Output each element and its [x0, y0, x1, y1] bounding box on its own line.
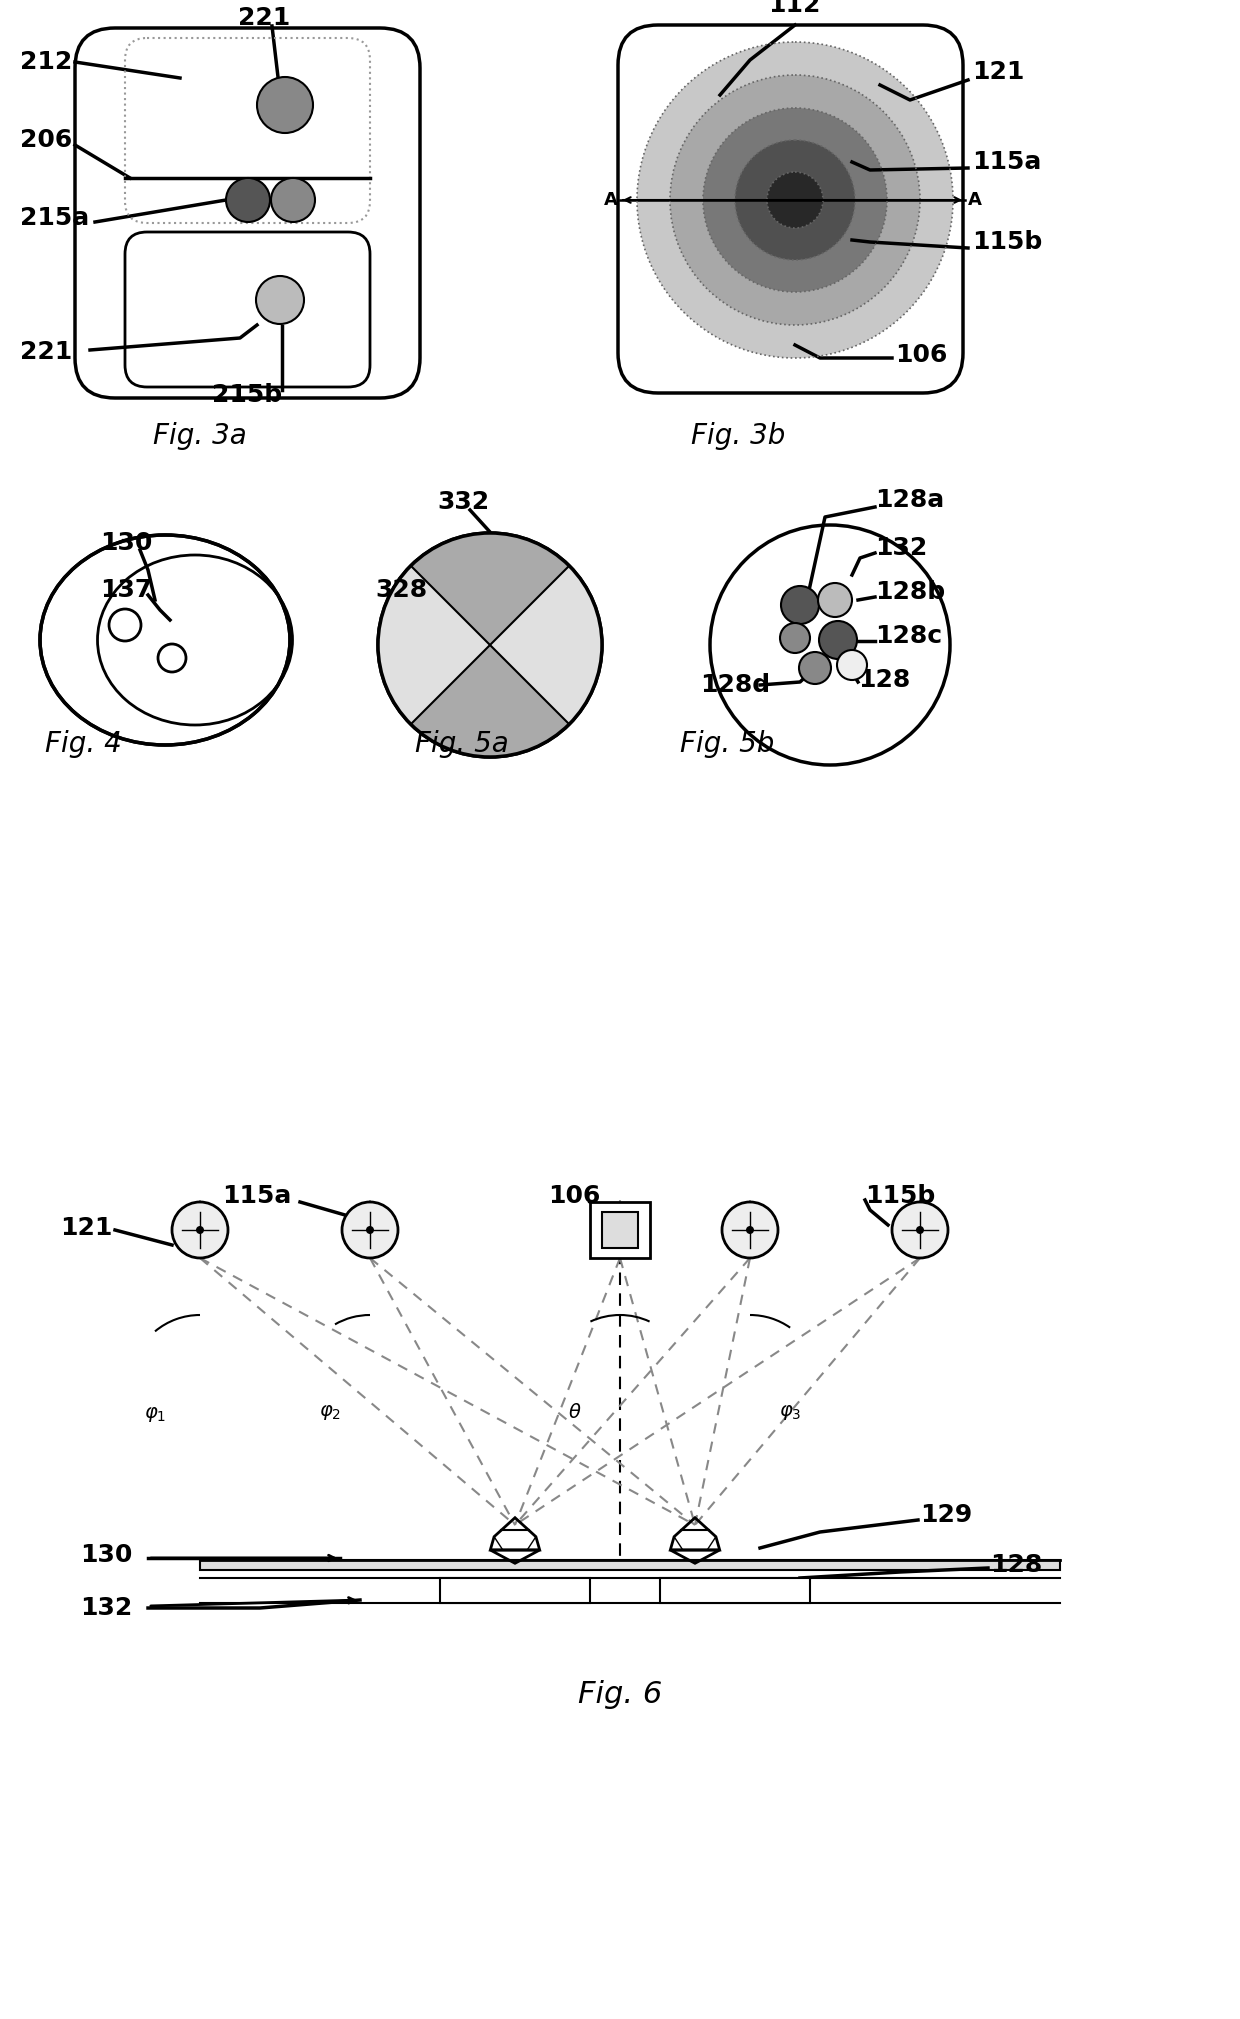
- Text: Fig. 6: Fig. 6: [578, 1680, 662, 1708]
- Circle shape: [670, 75, 920, 325]
- Text: 128b: 128b: [875, 579, 945, 604]
- Circle shape: [109, 610, 141, 640]
- Circle shape: [916, 1226, 924, 1234]
- Text: 128a: 128a: [875, 489, 944, 513]
- Circle shape: [342, 1201, 398, 1258]
- Text: $\varphi_2$: $\varphi_2$: [319, 1403, 341, 1423]
- Circle shape: [257, 77, 312, 133]
- Text: 128d: 128d: [701, 672, 770, 697]
- Circle shape: [799, 652, 831, 684]
- Circle shape: [837, 650, 867, 680]
- Circle shape: [255, 277, 304, 323]
- Text: 115a: 115a: [972, 149, 1042, 174]
- Text: 115b: 115b: [866, 1183, 935, 1207]
- Text: 129: 129: [920, 1502, 972, 1526]
- Text: A: A: [604, 192, 618, 210]
- Circle shape: [722, 1201, 777, 1258]
- Text: 215b: 215b: [212, 384, 283, 408]
- Circle shape: [196, 1226, 205, 1234]
- Circle shape: [818, 583, 852, 618]
- Wedge shape: [490, 565, 601, 725]
- Text: 128: 128: [858, 668, 910, 693]
- Bar: [601, 1211, 639, 1248]
- Circle shape: [892, 1201, 949, 1258]
- Text: 215a: 215a: [20, 206, 89, 230]
- Text: 130: 130: [100, 531, 153, 555]
- Text: 106: 106: [895, 343, 947, 367]
- Text: 121: 121: [972, 61, 1024, 85]
- Text: 130: 130: [81, 1543, 133, 1567]
- Circle shape: [172, 1201, 228, 1258]
- Text: 332: 332: [436, 491, 489, 515]
- Text: 132: 132: [81, 1595, 133, 1619]
- Text: $\varphi_1$: $\varphi_1$: [144, 1405, 166, 1425]
- Circle shape: [735, 139, 856, 260]
- Circle shape: [711, 525, 950, 765]
- Circle shape: [378, 533, 601, 757]
- Text: 106: 106: [548, 1183, 600, 1207]
- Text: 128c: 128c: [875, 624, 942, 648]
- Circle shape: [272, 178, 315, 222]
- Text: 121: 121: [60, 1215, 113, 1240]
- Text: 221: 221: [20, 339, 72, 363]
- Bar: [660, 1579, 810, 1603]
- Text: Fig. 5a: Fig. 5a: [415, 731, 508, 757]
- Text: 328: 328: [374, 577, 427, 602]
- Circle shape: [781, 586, 818, 624]
- Text: 128: 128: [990, 1553, 1043, 1577]
- Text: 115b: 115b: [972, 230, 1043, 254]
- Circle shape: [768, 172, 823, 228]
- Text: Fig. 4: Fig. 4: [45, 731, 122, 757]
- Circle shape: [746, 1226, 754, 1234]
- Text: Fig. 3b: Fig. 3b: [691, 422, 785, 450]
- Wedge shape: [410, 644, 569, 757]
- Bar: [200, 1561, 1060, 1571]
- Text: A: A: [968, 192, 982, 210]
- Text: 132: 132: [875, 535, 928, 559]
- Text: $\theta$: $\theta$: [568, 1403, 582, 1423]
- Circle shape: [703, 107, 887, 293]
- Circle shape: [818, 622, 857, 658]
- Circle shape: [226, 178, 270, 222]
- Bar: [590, 1201, 650, 1258]
- Text: Fig. 5b: Fig. 5b: [680, 731, 774, 757]
- Text: 115a: 115a: [222, 1183, 291, 1207]
- Circle shape: [366, 1226, 374, 1234]
- Circle shape: [157, 644, 186, 672]
- Bar: [440, 1579, 590, 1603]
- Text: $\varphi_3$: $\varphi_3$: [779, 1403, 801, 1423]
- Text: 112: 112: [768, 0, 821, 16]
- Text: Fig. 3a: Fig. 3a: [153, 422, 247, 450]
- Circle shape: [780, 624, 810, 652]
- Ellipse shape: [98, 555, 293, 725]
- Text: 212: 212: [20, 50, 72, 75]
- Text: 137: 137: [100, 577, 153, 602]
- Wedge shape: [410, 533, 569, 644]
- Wedge shape: [378, 565, 490, 725]
- Text: 206: 206: [20, 127, 72, 151]
- Circle shape: [637, 42, 954, 357]
- Text: 221: 221: [238, 6, 290, 30]
